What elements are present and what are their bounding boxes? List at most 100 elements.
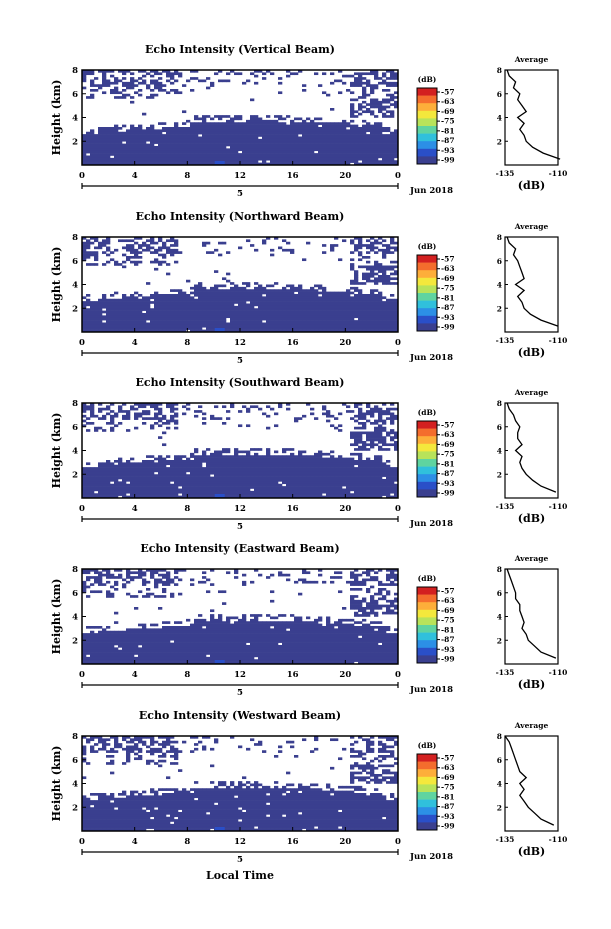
heatmap-cell [110,493,115,496]
heatmap-cell [118,324,123,328]
heatmap-cell [390,146,395,149]
heatmap-cell [82,481,87,485]
heatmap-cell [246,481,251,485]
heatmap-cell [386,317,391,321]
heatmap-cell [378,129,383,133]
heatmap-cell [158,417,163,420]
heatmap-cell [142,329,147,332]
heatmap-cell [394,155,398,159]
heatmap-cell [110,74,115,78]
heatmap-cell [126,305,131,309]
heatmap-cell [114,79,119,83]
heatmap-cell [362,310,367,314]
heatmap-cell [182,110,187,114]
heatmap-cell [382,277,387,281]
heatmap-cell [202,160,207,163]
heatmap-cell [202,296,207,300]
heatmap-cell [266,134,271,137]
heatmap-cell [138,474,143,477]
heatmap-cell [126,308,131,311]
heatmap-cell [98,127,103,130]
heatmap-cell [362,141,367,144]
heatmap-cell [170,403,175,406]
heatmap-cell [106,329,111,332]
heatmap-cell [162,313,167,316]
heatmap-cell [126,322,131,326]
heatmap-cell [138,483,143,487]
heatmap-cell [158,143,163,147]
heatmap-cell [330,134,335,137]
heatmap-cell [230,305,235,309]
heatmap-cell [230,129,235,133]
heatmap-cell [178,495,183,498]
heatmap-cell [250,460,255,463]
heatmap-cell [274,160,279,163]
heatmap-cell [130,143,135,147]
heatmap-cell [218,474,223,477]
heatmap-cell [114,315,119,319]
heatmap-cell [106,469,111,473]
heatmap-cell [222,322,227,326]
heatmap-cell [382,322,387,326]
heatmap-cell [270,150,275,154]
heatmap-cell [146,313,151,316]
heatmap-cell [350,291,355,295]
profile-x-tick-label: -135 [496,169,515,178]
heatmap-cell [254,455,259,458]
heatmap-cell [298,143,303,147]
heatmap-cell [290,310,295,314]
heatmap-cell [118,464,123,468]
heatmap-cell [98,298,103,302]
heatmap-cell [110,486,115,489]
heatmap-cell [282,308,287,311]
heatmap-cell [306,131,311,135]
heatmap-cell [390,327,395,330]
heatmap-cell [218,481,223,485]
heatmap-cell [274,303,279,307]
heatmap-cell [346,141,351,144]
heatmap-cell [362,327,367,330]
heatmap-cell [318,138,323,142]
heatmap-cell [130,301,135,304]
heatmap-cell [86,429,91,432]
heatmap-cell [390,81,395,85]
heatmap-cell [322,467,327,470]
heatmap-cell [294,141,299,144]
heatmap-cell [134,138,139,142]
heatmap-cell [374,70,379,73]
heatmap-cell [270,407,275,411]
heatmap-cell [314,298,319,302]
heatmap-cell [174,486,179,489]
heatmap-cell [126,84,131,87]
heatmap-cell [286,407,291,411]
heatmap-cell [254,117,259,121]
heatmap-cell [354,460,359,463]
heatmap-cell [318,141,323,144]
heatmap-cell [282,488,287,492]
heatmap-cell [174,471,179,475]
heatmap-cell [138,124,143,128]
heatmap-cell [354,310,359,314]
heatmap-cell [334,308,339,311]
heatmap-cell [130,150,135,154]
heatmap-cell [386,162,391,165]
heatmap-cell [138,462,143,466]
heatmap-cell [354,462,359,466]
heatmap-cell [274,455,279,458]
heatmap-cell [302,329,307,332]
heatmap-cell [210,462,215,466]
heatmap-cell [170,305,175,309]
heatmap-cell [310,160,315,163]
heatmap-cell [166,146,171,149]
heatmap-cell [362,157,367,161]
heatmap-cell [386,275,391,278]
heatmap-cell [98,160,103,163]
heatmap-cell [234,72,239,76]
heatmap-cell [374,153,379,156]
colorbar-frame [416,254,438,332]
heatmap-cell [326,469,331,473]
heatmap-cell [358,315,363,319]
heatmap-cell [286,471,291,475]
heatmap-cell [226,301,231,304]
heatmap-cell [150,403,155,406]
